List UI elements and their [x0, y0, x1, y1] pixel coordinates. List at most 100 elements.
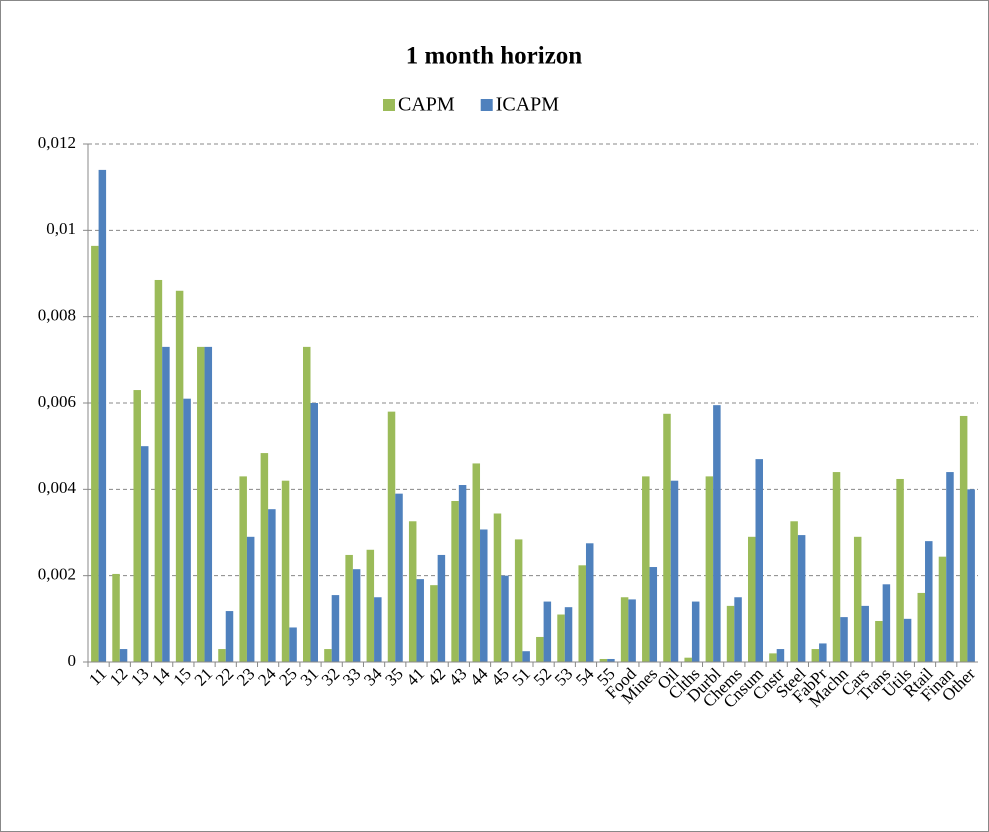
bar [670, 480, 679, 662]
bar [281, 480, 290, 662]
bar [896, 478, 904, 662]
bar [218, 649, 226, 662]
bar [268, 509, 276, 662]
bar [628, 599, 636, 662]
legend-swatch [383, 99, 395, 111]
bar [225, 611, 234, 662]
bar [366, 549, 375, 662]
bar [599, 658, 608, 662]
bar [861, 605, 869, 662]
bar [875, 620, 883, 662]
bar [91, 245, 99, 662]
bar [811, 649, 820, 662]
chart-title: 1 month horizon [406, 43, 583, 70]
bar [472, 463, 481, 662]
bar [607, 658, 615, 662]
bar [946, 472, 954, 662]
bar [776, 649, 785, 662]
bar [416, 579, 424, 662]
bar [903, 618, 912, 662]
bar [493, 513, 502, 662]
bar [734, 597, 742, 662]
bar [748, 536, 756, 662]
bar [501, 575, 509, 662]
bar [925, 541, 933, 662]
bar [98, 169, 107, 662]
bar [649, 567, 658, 662]
bar [352, 569, 361, 662]
bar [133, 390, 141, 662]
bar [239, 476, 247, 662]
bar [882, 584, 891, 662]
bar [797, 535, 806, 662]
bar [430, 585, 438, 662]
bar [620, 597, 629, 662]
bar [204, 346, 213, 662]
bar [246, 536, 255, 662]
bar [310, 403, 318, 662]
bar [480, 529, 488, 662]
bar [726, 605, 735, 662]
bar [260, 453, 269, 662]
bar [578, 565, 586, 662]
bar [387, 411, 396, 662]
bar [557, 614, 565, 662]
bar [451, 500, 459, 662]
bar [374, 597, 382, 662]
bar [140, 446, 149, 662]
bar [769, 653, 777, 662]
y-tick-label: 0,006 [38, 392, 76, 411]
bar [175, 290, 184, 662]
bar [522, 651, 530, 662]
bar [832, 472, 841, 662]
bar [112, 573, 120, 662]
y-tick-label: 0,004 [38, 478, 77, 497]
y-tick-label: 0,002 [38, 565, 76, 584]
bar [585, 543, 594, 662]
bar [408, 521, 417, 662]
bar [324, 649, 332, 662]
bar [564, 607, 573, 662]
bar [119, 649, 128, 662]
y-tick-label: 0,008 [38, 306, 76, 325]
bar [959, 415, 968, 662]
y-tick-label: 0,01 [46, 219, 76, 238]
bar [197, 346, 205, 662]
bar [967, 489, 975, 662]
bar [663, 413, 671, 662]
bar [938, 556, 947, 662]
legend: CAPM ICAPM [383, 94, 559, 116]
bar [819, 643, 827, 662]
bar [183, 398, 191, 662]
bar [755, 459, 763, 662]
y-tick-label: 0 [68, 651, 77, 670]
bar [840, 617, 848, 662]
bar [458, 485, 467, 662]
bar [642, 476, 650, 662]
bar [345, 554, 353, 662]
bar [684, 657, 692, 662]
bar [790, 521, 798, 662]
bar [713, 405, 721, 662]
bar [705, 476, 714, 662]
bar [543, 601, 552, 662]
bar [691, 601, 700, 662]
bar [162, 346, 170, 662]
legend-label: ICAPM [496, 94, 560, 116]
bar [395, 493, 403, 662]
bar [154, 279, 163, 662]
bar [853, 536, 862, 662]
bar [917, 592, 926, 662]
bar [514, 539, 523, 662]
bar [331, 595, 340, 662]
legend-swatch [480, 99, 493, 111]
bar [303, 346, 311, 662]
bar [437, 554, 446, 662]
y-tick-label: 0,012 [38, 133, 76, 152]
bar [289, 627, 297, 662]
legend-label: CAPM [398, 94, 455, 116]
bar [536, 636, 544, 662]
